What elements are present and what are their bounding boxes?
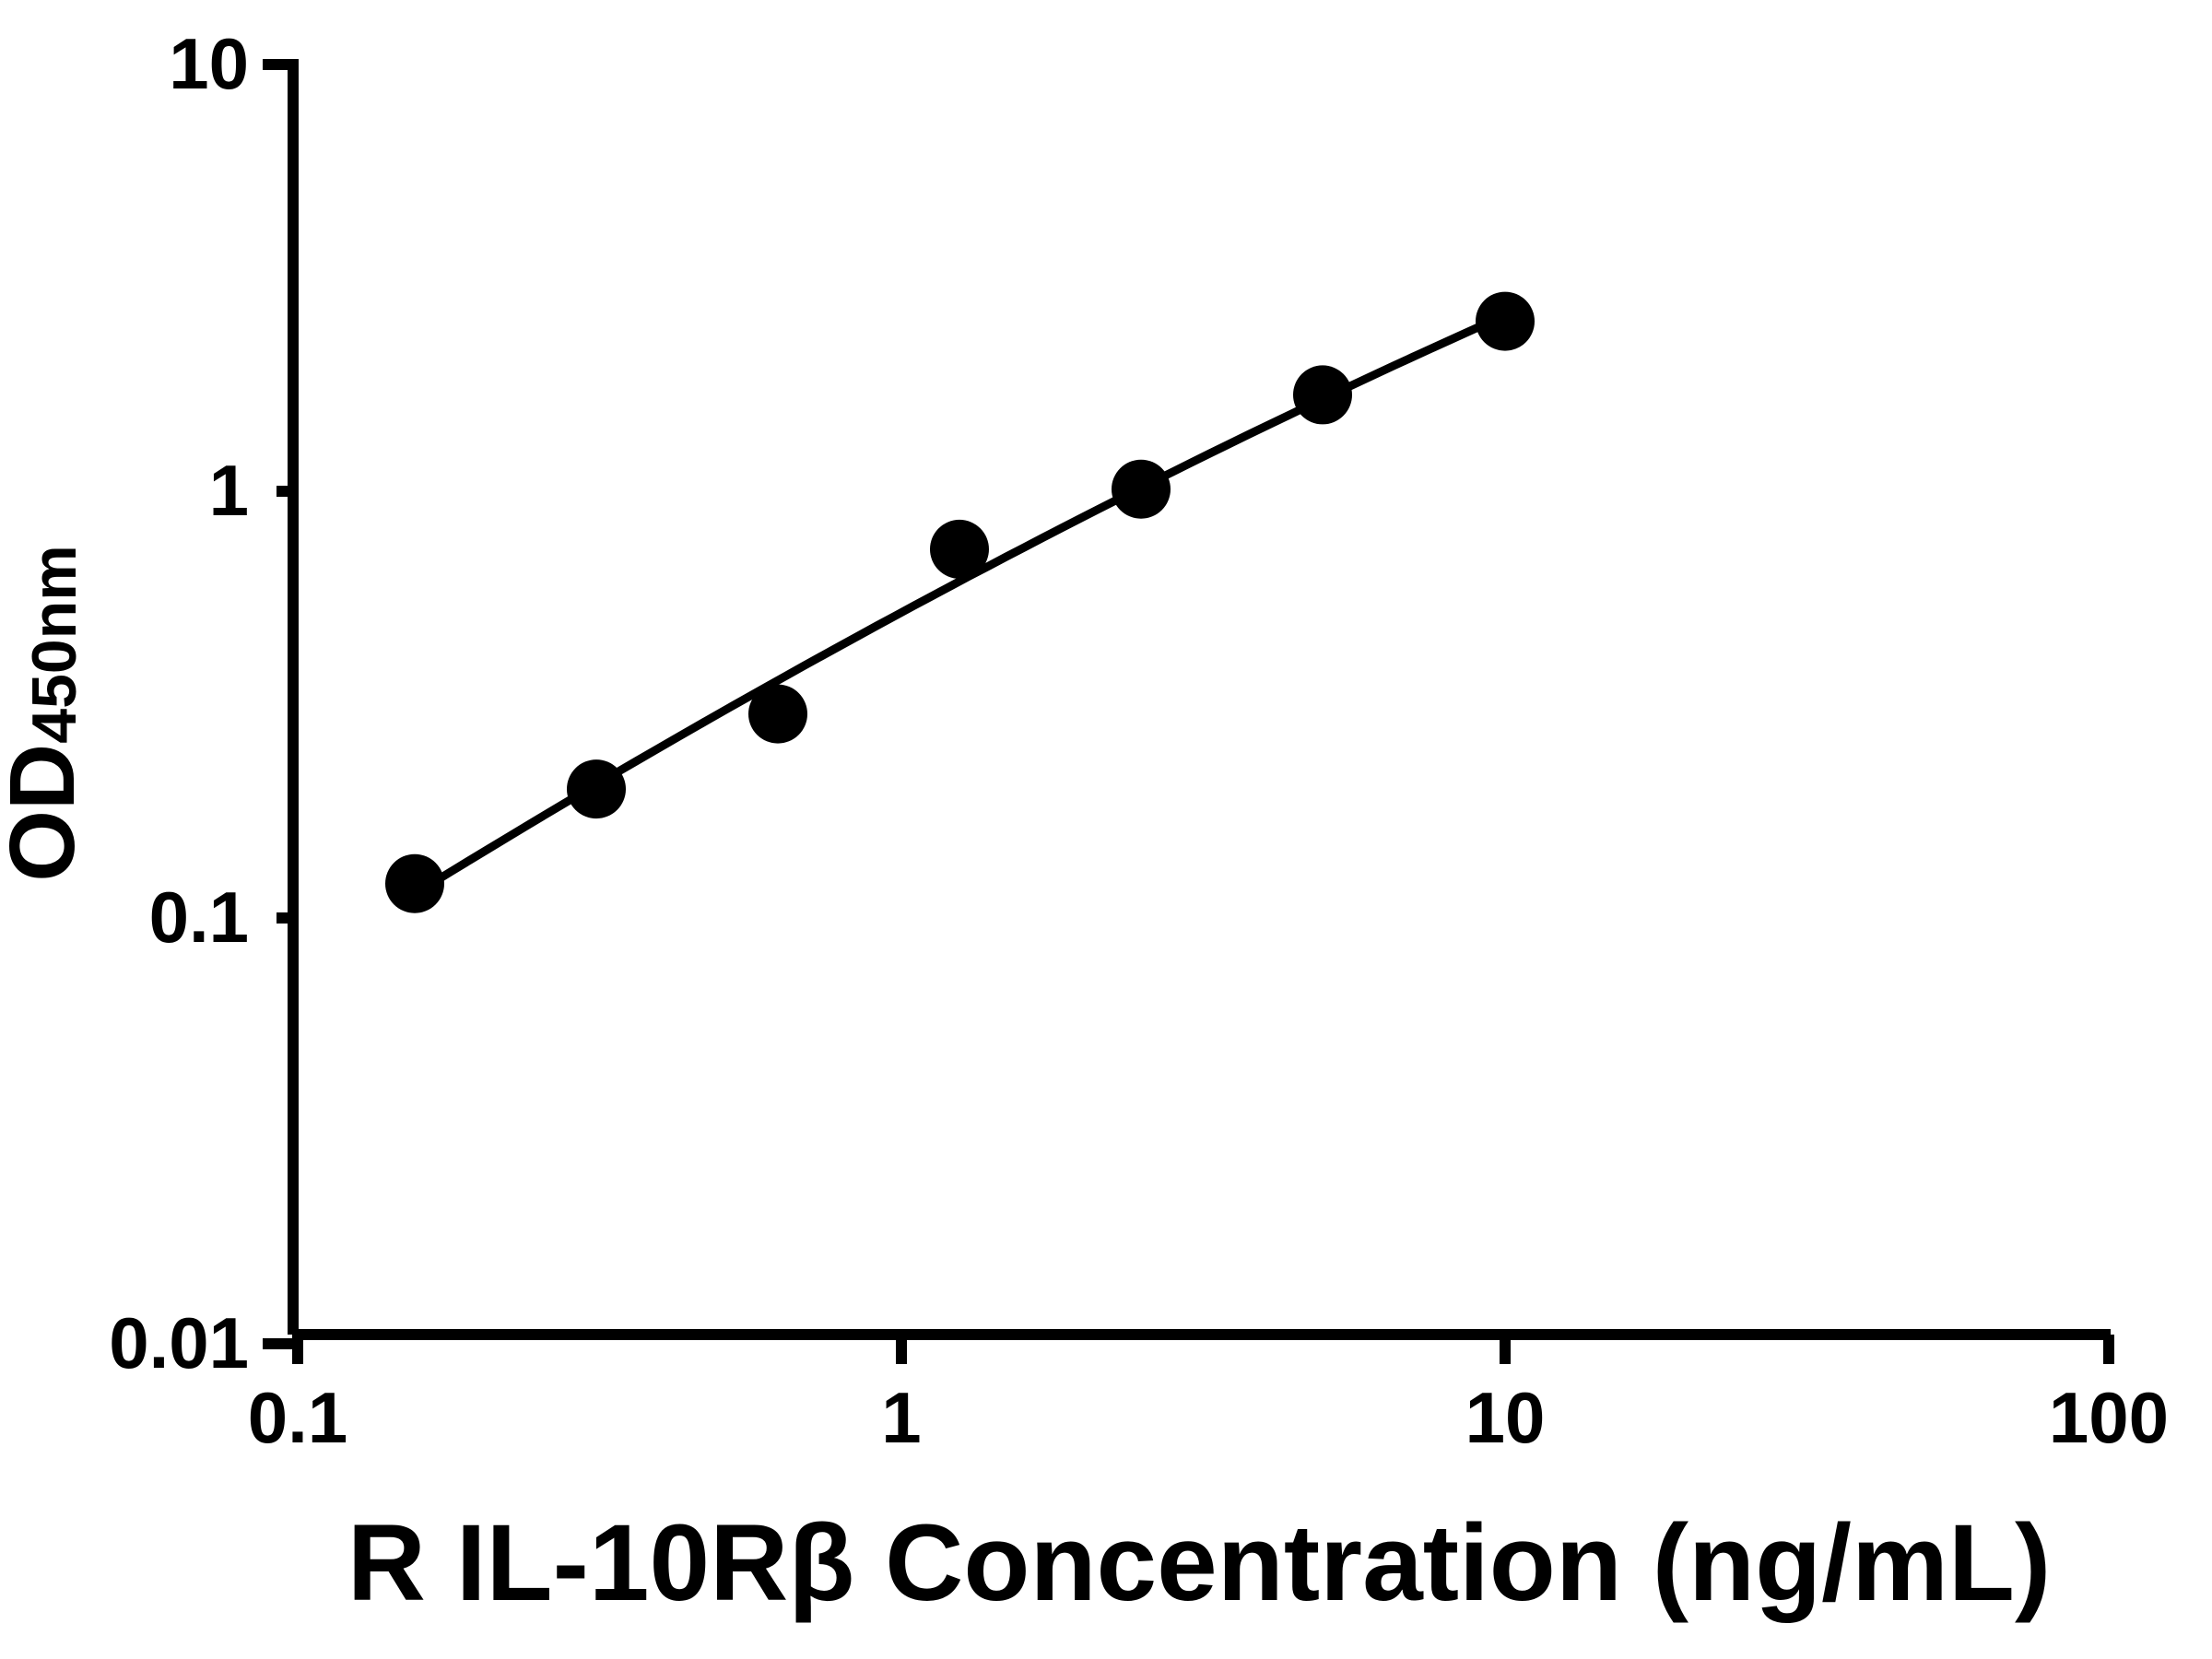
- svg-text:1: 1: [881, 1377, 921, 1458]
- svg-text:10: 10: [169, 23, 249, 104]
- svg-text:0.1: 0.1: [248, 1377, 347, 1458]
- svg-text:R IL-10Rβ Concentration (ng/mL: R IL-10Rβ Concentration (ng/mL): [347, 1502, 2052, 1624]
- svg-text:0.01: 0.01: [109, 1302, 249, 1383]
- svg-text:OD450nm: OD450nm: [0, 545, 94, 881]
- svg-text:1: 1: [209, 450, 249, 531]
- svg-text:10: 10: [1465, 1377, 1546, 1458]
- svg-text:100: 100: [2049, 1377, 2169, 1458]
- svg-text:0.1: 0.1: [149, 877, 249, 958]
